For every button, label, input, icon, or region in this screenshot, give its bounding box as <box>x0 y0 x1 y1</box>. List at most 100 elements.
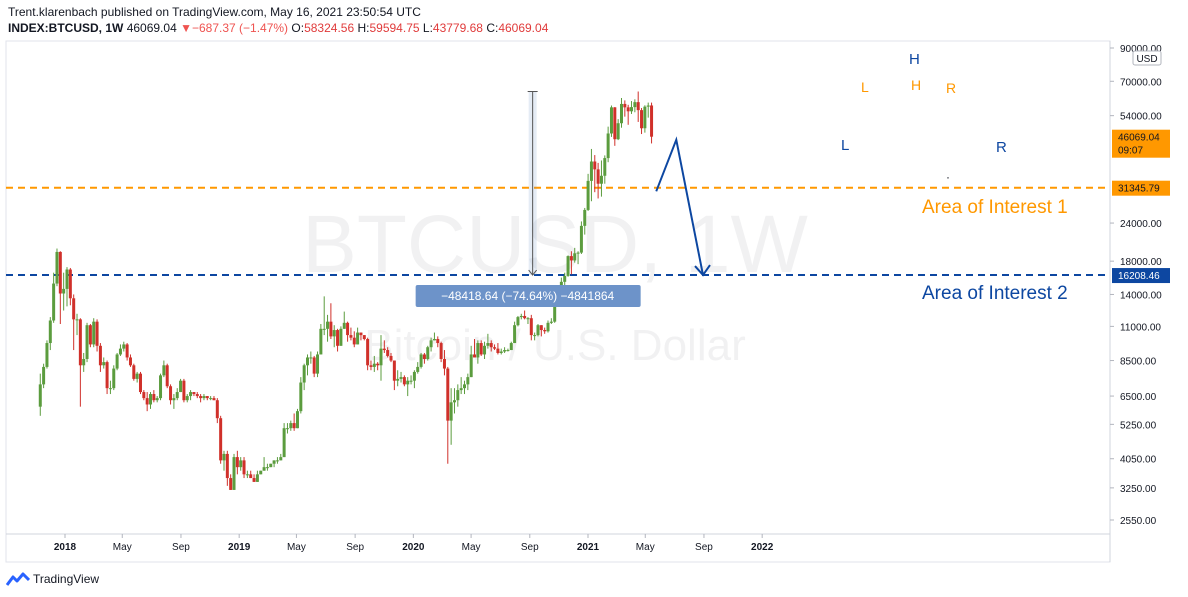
candle-body <box>543 330 547 332</box>
candle-body <box>132 365 136 379</box>
candles <box>38 91 654 490</box>
projection-line[interactable] <box>655 136 704 276</box>
candle-body <box>576 252 580 254</box>
tradingview-brand: TradingView <box>33 572 100 586</box>
candle <box>125 343 129 361</box>
candle-body <box>372 363 376 367</box>
price-tick-label: 14000.00 <box>1120 290 1162 301</box>
candle-body <box>432 339 436 341</box>
candle <box>209 396 213 401</box>
candle-body <box>219 418 223 461</box>
candle <box>619 98 623 128</box>
candle <box>346 321 350 342</box>
candle-body <box>636 102 640 111</box>
candle-body <box>416 366 420 372</box>
time-tick-label: May <box>636 542 655 553</box>
candle <box>309 351 313 364</box>
candle-body <box>426 347 430 359</box>
candle <box>65 267 69 307</box>
candle-body <box>255 474 259 482</box>
measure-label-box <box>415 285 641 308</box>
candle <box>152 390 156 403</box>
candle <box>476 340 480 364</box>
candle-body <box>409 380 413 382</box>
close-value: 46069.04 <box>498 21 549 35</box>
candle <box>446 366 450 464</box>
price-marker[interactable]: 46069.04 09:07 <box>1112 129 1170 158</box>
candle-body <box>265 467 269 469</box>
candle <box>499 348 503 355</box>
candle-body <box>486 343 490 346</box>
candle <box>599 160 603 197</box>
candle <box>589 148 593 202</box>
candle-body <box>566 256 570 276</box>
candle-body <box>175 392 179 399</box>
candle-body <box>633 102 637 108</box>
candle <box>643 105 647 133</box>
candle <box>646 102 650 118</box>
candle <box>242 457 246 479</box>
candle <box>409 375 413 385</box>
candle <box>52 272 56 323</box>
candle <box>473 339 477 358</box>
candle-body <box>389 355 393 361</box>
candle <box>159 373 163 401</box>
price-tick-label: 4050.00 <box>1120 455 1157 466</box>
candle-body <box>155 398 159 401</box>
candle-body <box>503 350 507 352</box>
watermark-symbol: BTCUSD, 1W <box>302 199 808 290</box>
candle <box>319 324 323 355</box>
candle <box>235 450 239 475</box>
candle <box>402 375 406 387</box>
close-label: C: <box>486 21 499 35</box>
candle-body <box>202 396 206 399</box>
price-marker-box <box>1112 129 1170 158</box>
candle <box>606 126 610 163</box>
candle-body <box>459 388 463 391</box>
candle <box>339 326 343 346</box>
annotation-dot: · <box>946 170 950 184</box>
candle <box>195 392 199 399</box>
candle-body <box>192 392 196 395</box>
candle <box>229 474 233 490</box>
candle <box>255 470 259 482</box>
candle-body <box>319 328 323 355</box>
time-tick-label: 2021 <box>577 542 600 553</box>
candle-body <box>493 347 497 349</box>
candle-body <box>289 423 293 429</box>
candle <box>623 100 627 117</box>
candle-body <box>509 343 513 351</box>
candle <box>239 457 243 471</box>
candle-body <box>232 457 236 490</box>
candle-body <box>442 358 446 369</box>
candle-body <box>295 411 299 429</box>
candle <box>118 344 122 356</box>
candle-body <box>189 392 193 397</box>
price-marker[interactable]: 16208.46 <box>1112 268 1170 284</box>
price-tick-label: 5250.00 <box>1120 420 1157 431</box>
candle-body <box>452 400 456 403</box>
candle-body <box>613 107 617 140</box>
currency-badge[interactable]: USD <box>1132 50 1162 66</box>
candle-body <box>326 321 330 329</box>
candle-body <box>55 251 59 284</box>
price-marker[interactable]: 31345.79 <box>1112 180 1170 196</box>
candle <box>362 335 366 341</box>
candle <box>272 460 276 468</box>
candle <box>165 363 169 389</box>
down-arrow-icon: ▼ <box>180 21 192 35</box>
candle <box>112 365 116 391</box>
candle <box>506 348 510 352</box>
candle-body <box>252 478 256 482</box>
candle-body <box>369 365 373 367</box>
candle <box>422 352 426 364</box>
candle <box>132 363 136 381</box>
candle-body <box>546 322 550 332</box>
tradingview-footer[interactable]: TradingView <box>6 569 99 589</box>
candle <box>302 363 306 391</box>
candle <box>456 384 460 407</box>
candle-body <box>349 335 353 338</box>
price-tick-label: 3250.00 <box>1120 484 1157 495</box>
candle <box>549 318 553 325</box>
